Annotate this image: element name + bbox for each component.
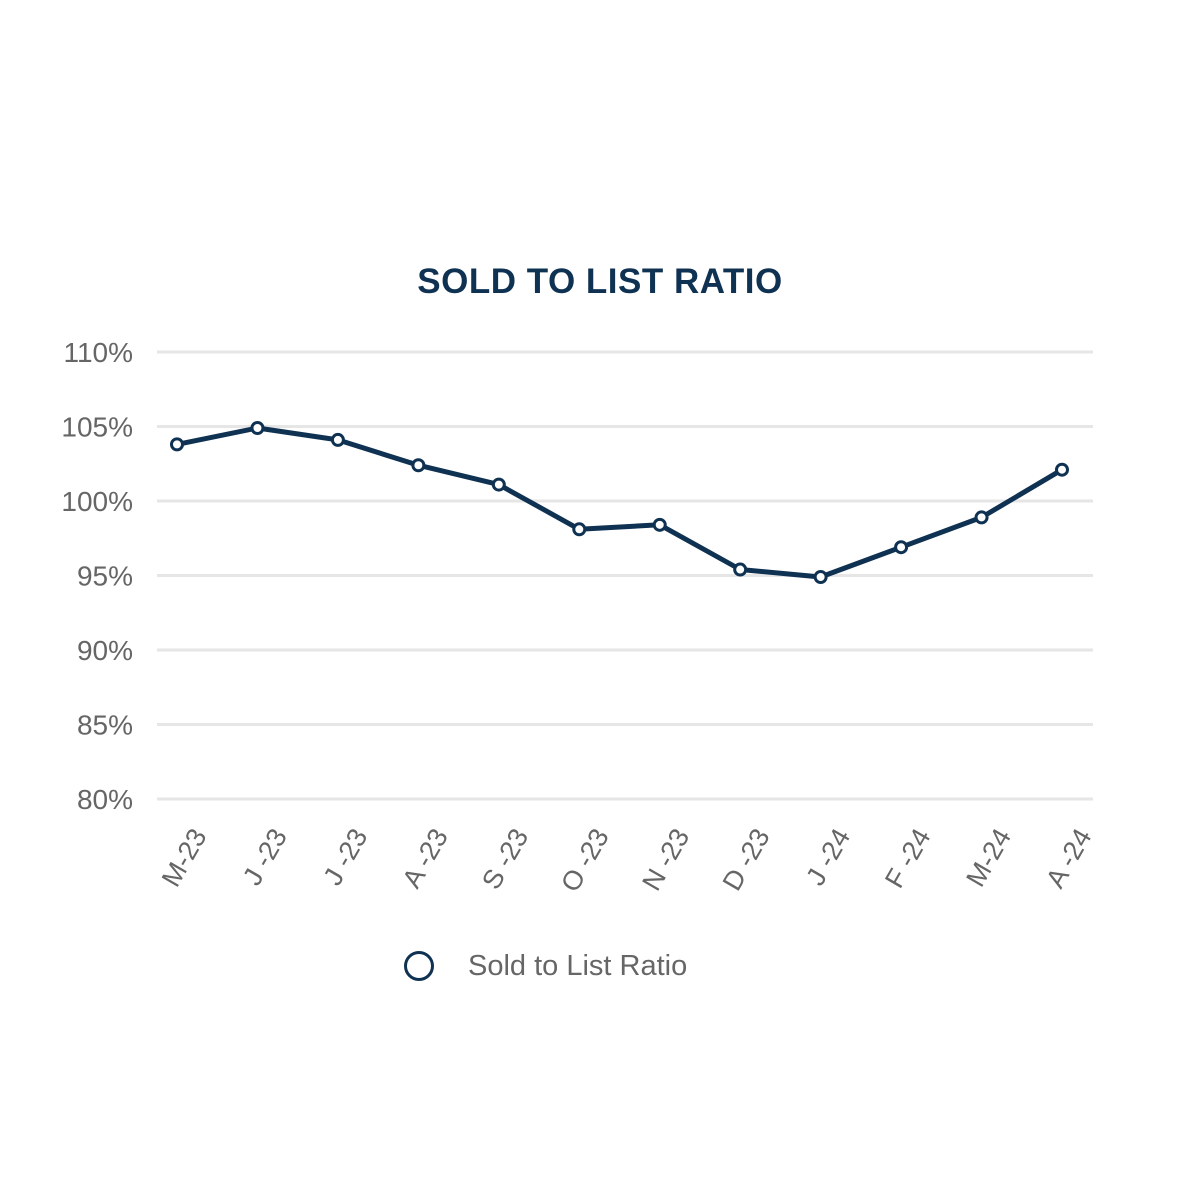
x-tick-label: O -23 — [555, 823, 615, 896]
series-line — [174, 425, 1065, 580]
y-tick-label: 95% — [77, 561, 133, 592]
y-tick-label: 100% — [61, 486, 133, 517]
x-tick-label: M-24 — [960, 823, 1017, 891]
y-tick-label: 90% — [77, 635, 133, 666]
legend: Sold to List Ratio — [404, 946, 687, 986]
y-tick-label: 105% — [61, 412, 133, 443]
data-point — [170, 437, 184, 452]
data-point — [491, 477, 506, 492]
data-point — [572, 522, 587, 537]
data-point — [652, 517, 667, 532]
x-tick-label: S -23 — [476, 823, 534, 894]
x-tick-label: A -24 — [1040, 823, 1098, 893]
x-tick-label: J -23 — [237, 823, 293, 890]
legend-marker-icon — [404, 951, 434, 981]
data-point — [813, 569, 828, 584]
data-point — [733, 562, 748, 577]
x-tick-label: J -23 — [317, 823, 373, 890]
legend-label: Sold to List Ratio — [468, 949, 688, 982]
data-point — [330, 432, 345, 447]
series-sold-to-list-ratio — [170, 420, 1069, 584]
y-tick-label: 80% — [77, 784, 133, 815]
x-axis-tick-labels: M-23 J -23 J -23 A -23 S -23 O -23 N -23 D -23 J… — [156, 823, 1098, 896]
y-axis-tick-labels: 110% 105% 100% 95% 90% 85% 80% — [61, 337, 133, 815]
data-point — [894, 540, 909, 555]
y-tick-label: 85% — [77, 710, 133, 741]
x-tick-label: D -23 — [717, 823, 776, 895]
data-point — [1055, 462, 1069, 477]
x-tick-label: M-23 — [156, 823, 213, 891]
data-point — [250, 420, 265, 435]
y-tick-label: 110% — [63, 337, 133, 368]
x-tick-label: J -24 — [800, 823, 856, 890]
x-tick-label: F -24 — [879, 823, 936, 893]
gridlines — [157, 350, 1093, 801]
x-tick-label: N -23 — [636, 823, 695, 895]
data-point — [974, 510, 989, 525]
chart-title: SOLD TO LIST RATIO — [417, 262, 783, 301]
x-tick-label: A -23 — [396, 823, 454, 893]
data-point — [411, 458, 426, 473]
